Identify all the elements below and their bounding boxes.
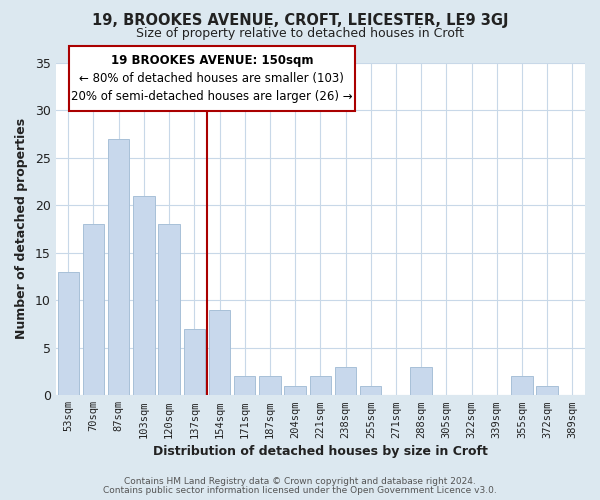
Text: Size of property relative to detached houses in Croft: Size of property relative to detached ho… [136, 28, 464, 40]
FancyBboxPatch shape [69, 46, 355, 110]
X-axis label: Distribution of detached houses by size in Croft: Distribution of detached houses by size … [153, 444, 488, 458]
Y-axis label: Number of detached properties: Number of detached properties [15, 118, 28, 340]
Bar [234, 376, 256, 395]
Bar [360, 386, 382, 395]
Text: 20% of semi-detached houses are larger (26) →: 20% of semi-detached houses are larger (… [71, 90, 353, 103]
Bar [310, 376, 331, 395]
Text: 19, BROOKES AVENUE, CROFT, LEICESTER, LE9 3GJ: 19, BROOKES AVENUE, CROFT, LEICESTER, LE… [92, 12, 508, 28]
Bar [184, 328, 205, 395]
Text: ← 80% of detached houses are smaller (103): ← 80% of detached houses are smaller (10… [79, 72, 344, 85]
Bar [511, 376, 533, 395]
Bar [259, 376, 281, 395]
Bar [133, 196, 155, 395]
Bar [335, 366, 356, 395]
Bar [58, 272, 79, 395]
Text: Contains public sector information licensed under the Open Government Licence v3: Contains public sector information licen… [103, 486, 497, 495]
Text: 19 BROOKES AVENUE: 150sqm: 19 BROOKES AVENUE: 150sqm [110, 54, 313, 66]
Text: Contains HM Land Registry data © Crown copyright and database right 2024.: Contains HM Land Registry data © Crown c… [124, 477, 476, 486]
Bar [83, 224, 104, 395]
Bar [209, 310, 230, 395]
Bar [536, 386, 558, 395]
Bar [158, 224, 180, 395]
Bar [108, 138, 130, 395]
Bar [284, 386, 306, 395]
Bar [410, 366, 432, 395]
